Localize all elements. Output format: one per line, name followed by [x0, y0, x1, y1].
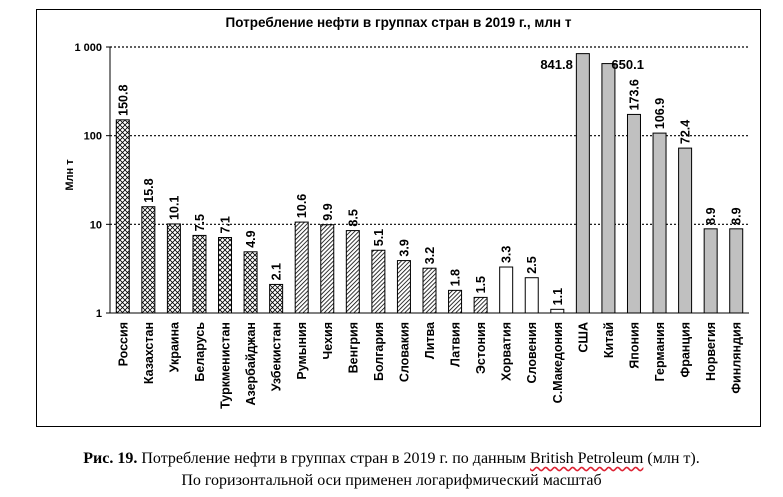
value-label: 7.5: [193, 214, 207, 231]
bar: [703, 228, 718, 314]
caption-text: Потребление нефти в группах стран в 2019…: [137, 450, 531, 467]
y-tick-label: 100: [84, 131, 102, 143]
bar: [499, 266, 514, 314]
category-label: Германия: [653, 322, 667, 381]
category-label: Туркменистан: [219, 322, 233, 409]
bar: [652, 132, 667, 314]
y-tick-label: 1: [96, 308, 102, 320]
category-label: Япония: [627, 322, 641, 369]
bar: [601, 63, 616, 314]
value-label: 3.2: [423, 247, 437, 264]
category-label: С.Македония: [551, 322, 565, 403]
bar: [371, 249, 386, 314]
value-label: 15.8: [142, 178, 156, 202]
category-label: США: [576, 322, 590, 353]
value-label: 9.9: [321, 203, 335, 220]
category-label: Чехия: [321, 322, 335, 360]
bar: [422, 267, 437, 314]
figure-caption: Рис. 19. Потребление нефти в группах стр…: [0, 448, 783, 492]
value-label: 10.1: [167, 196, 181, 220]
value-label: 841.8: [540, 57, 573, 72]
bar: [345, 230, 360, 314]
value-label: 650.1: [611, 57, 644, 72]
bar: [269, 283, 284, 314]
caption-line-2: По горизонтальной оси применен логарифми…: [181, 472, 602, 489]
chart-title: Потребление нефти в группах стран в 2019…: [225, 15, 572, 30]
bar: [192, 234, 207, 314]
value-label: 1.8: [449, 269, 463, 286]
category-label: Хорватия: [500, 322, 514, 381]
y-axis-label: Млн т: [64, 159, 76, 191]
value-label: 2.5: [525, 256, 539, 273]
bar: [524, 277, 539, 314]
category-label: Румыния: [295, 322, 309, 380]
category-label: Казахстан: [142, 322, 156, 384]
bar: [396, 260, 411, 314]
bar: [678, 147, 693, 314]
value-label: 106.9: [653, 98, 667, 129]
category-label: Болгария: [372, 322, 386, 381]
bar: [141, 206, 156, 314]
bar: [320, 224, 335, 314]
category-label: Узбекистан: [270, 322, 284, 391]
value-label: 3.9: [397, 239, 411, 256]
bar: [166, 223, 181, 314]
category-label: Украина: [167, 321, 181, 372]
value-label: 5.1: [372, 229, 386, 246]
category-label: Беларусь: [193, 322, 207, 382]
value-label: 150.8: [116, 85, 130, 116]
value-label: 4.9: [244, 230, 258, 247]
caption-figure-number: Рис. 19.: [83, 450, 138, 467]
category-label: Словакия: [397, 322, 411, 382]
value-label: 2.1: [270, 263, 284, 280]
value-label: 1.5: [474, 276, 488, 293]
category-label: Венгрия: [346, 322, 360, 373]
category-label: Китай: [602, 322, 616, 358]
value-label: 7.1: [219, 216, 233, 233]
category-label: Норвегия: [704, 322, 718, 381]
caption-text-end: (млн т).: [643, 450, 700, 467]
category-label: Финляндия: [730, 322, 744, 394]
value-label: 10.6: [295, 194, 309, 218]
bar: [729, 228, 744, 314]
value-label: 72.4: [679, 120, 693, 144]
value-label: 3.3: [500, 246, 514, 263]
bar: [243, 251, 258, 314]
category-label: Латвия: [449, 322, 463, 367]
y-tick-label: 1 000: [74, 42, 102, 54]
value-label: 8.9: [704, 207, 718, 224]
bar: [115, 119, 130, 314]
value-label: 8.5: [346, 209, 360, 226]
category-label: Словения: [525, 322, 539, 383]
category-label: Франция: [679, 322, 693, 377]
bar: [294, 221, 309, 314]
value-label: 173.6: [627, 79, 641, 110]
bar: [550, 308, 565, 314]
caption-source: British Petroleum: [530, 450, 644, 467]
bar: [218, 237, 233, 314]
category-label: Азербайджан: [244, 322, 258, 405]
value-label: 1.1: [551, 288, 565, 305]
y-tick-label: 10: [90, 219, 102, 231]
category-label: Литва: [423, 321, 437, 359]
category-label: Россия: [116, 322, 130, 366]
bar: [575, 53, 590, 314]
bar: [626, 113, 641, 314]
category-label: Эстония: [474, 322, 488, 374]
bar: [473, 296, 488, 314]
bar: [448, 289, 463, 314]
value-label: 8.9: [730, 207, 744, 224]
